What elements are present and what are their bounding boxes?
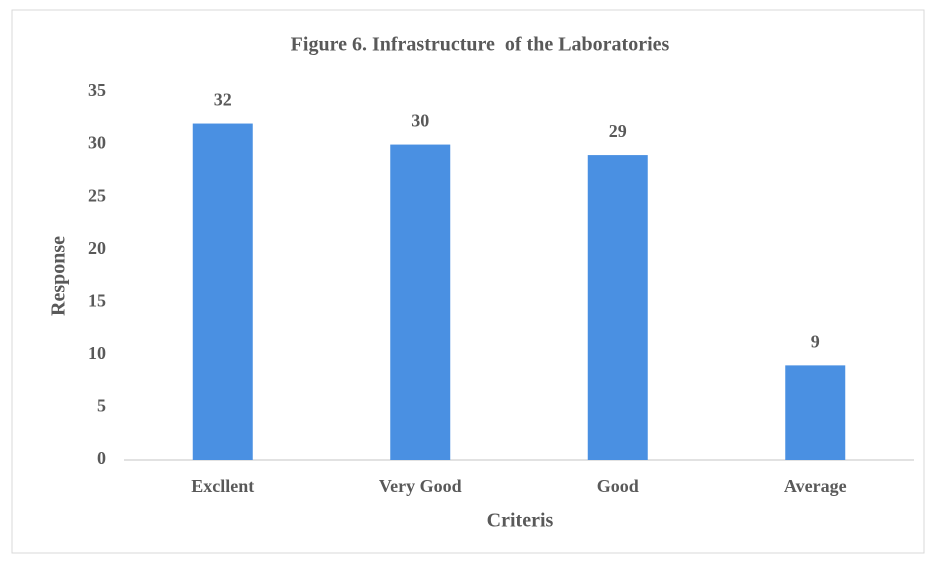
chart-title: Figure 6. Infrastructure of the Laborato… [291,34,670,56]
y-tick-label: 30 [88,133,106,153]
bar [192,123,253,461]
x-axis-title: Criteris [487,510,554,532]
x-tick-label: Good [597,476,639,496]
y-tick-label: 5 [97,396,106,416]
bar [390,144,451,461]
x-tick-label: Average [784,476,847,496]
y-tick-label: 15 [88,290,106,310]
y-tick-label: 10 [88,343,106,363]
data-label: 30 [411,111,429,131]
data-label: 32 [214,90,232,110]
y-tick-label: 35 [88,80,106,100]
data-label: 9 [811,331,820,351]
x-tick-label: Excllent [191,476,254,496]
bar [785,365,846,460]
bar [587,155,648,461]
chart-frame [11,9,925,554]
y-tick-label: 20 [88,238,106,258]
x-tick-label: Very Good [379,476,462,496]
y-tick-label: 25 [88,185,106,205]
y-axis-title: Response [48,236,70,316]
data-label: 29 [609,121,627,141]
y-tick-label: 0 [97,448,106,468]
